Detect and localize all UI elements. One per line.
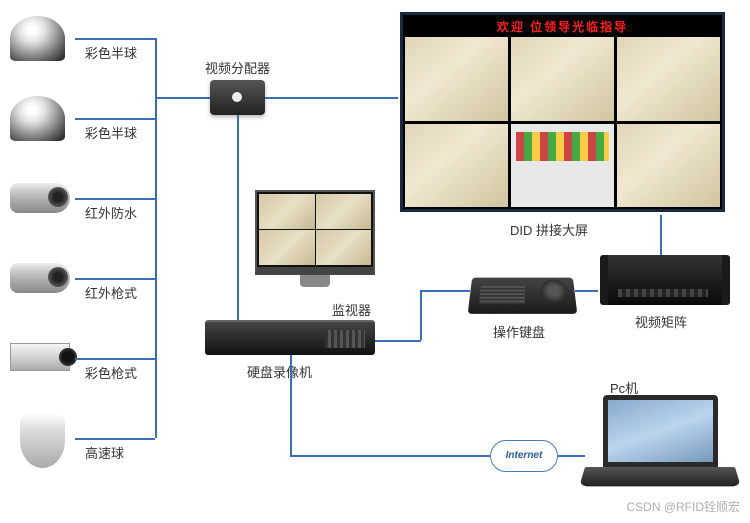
connector-line	[375, 340, 421, 342]
video-matrix	[600, 255, 730, 305]
monitor-screen	[255, 190, 375, 275]
keyboard-label: 操作键盘	[493, 322, 545, 341]
internet-cloud: Internet	[490, 440, 558, 472]
camera-color-dome-2: 彩色半球	[10, 88, 150, 160]
connector-line	[558, 455, 585, 457]
box-camera-icon	[10, 343, 70, 371]
control-keyboard	[468, 278, 578, 314]
camera-label: 红外防水	[85, 203, 137, 222]
monitor-stand	[300, 275, 330, 287]
camera-color-gun: 彩色枪式	[10, 328, 150, 400]
wall-panel	[405, 124, 508, 208]
camera-color-dome-1: 彩色半球	[10, 8, 150, 80]
wall-panel	[405, 37, 508, 121]
monitor-label: 监视器	[332, 300, 371, 319]
camera-label: 彩色枪式	[85, 363, 137, 382]
laptop-screen	[603, 395, 718, 467]
dvr-label: 硬盘录像机	[247, 362, 312, 381]
camera-label: 彩色半球	[85, 43, 137, 62]
connector-line	[75, 38, 155, 40]
camera-label: 彩色半球	[85, 123, 137, 142]
connector-line	[75, 358, 155, 360]
connector-line	[575, 290, 598, 292]
video-wall: 欢迎 位领导光临指导	[400, 12, 725, 212]
connector-line	[290, 455, 490, 457]
wall-banner-text: 欢迎 位领导光临指导	[405, 17, 720, 37]
connector-line	[75, 198, 155, 200]
connector-line	[75, 278, 155, 280]
wall-panel	[511, 37, 614, 121]
matrix-label: 视频矩阵	[635, 312, 687, 331]
camera-speed-dome: 高速球	[10, 408, 150, 480]
connector-line	[265, 97, 398, 99]
laptop-keyboard	[579, 467, 741, 486]
connector-line	[155, 97, 210, 99]
dome-camera-icon	[10, 96, 65, 141]
connector-line	[75, 438, 155, 440]
connector-line	[290, 355, 292, 455]
pc-laptop	[585, 395, 735, 500]
video-distributor	[210, 80, 265, 115]
wall-panel-dashboard	[511, 124, 614, 208]
speed-dome-icon	[20, 413, 65, 468]
connector-line	[75, 118, 155, 120]
dvr-device	[205, 320, 375, 355]
pc-label: Pc机	[610, 378, 638, 397]
camera-label: 红外枪式	[85, 283, 137, 302]
bullet-camera-icon	[10, 263, 70, 293]
camera-ir-gun: 红外枪式	[10, 248, 150, 320]
monitor-device	[255, 190, 375, 285]
connector-line	[237, 115, 239, 340]
distributor-label: 视频分配器	[205, 58, 270, 77]
dome-camera-icon	[10, 16, 65, 61]
videowall-label: DID 拼接大屏	[510, 220, 588, 239]
watermark-text: CSDN @RFID铨顺宏	[626, 498, 740, 515]
connector-line	[420, 290, 422, 340]
bullet-camera-icon	[10, 183, 70, 213]
wall-panel	[617, 124, 720, 208]
camera-label: 高速球	[85, 443, 124, 462]
wall-panel	[617, 37, 720, 121]
wall-grid	[405, 37, 720, 207]
camera-ir-waterproof: 红外防水	[10, 168, 150, 240]
connector-line	[420, 290, 470, 292]
connector-line	[660, 215, 662, 255]
